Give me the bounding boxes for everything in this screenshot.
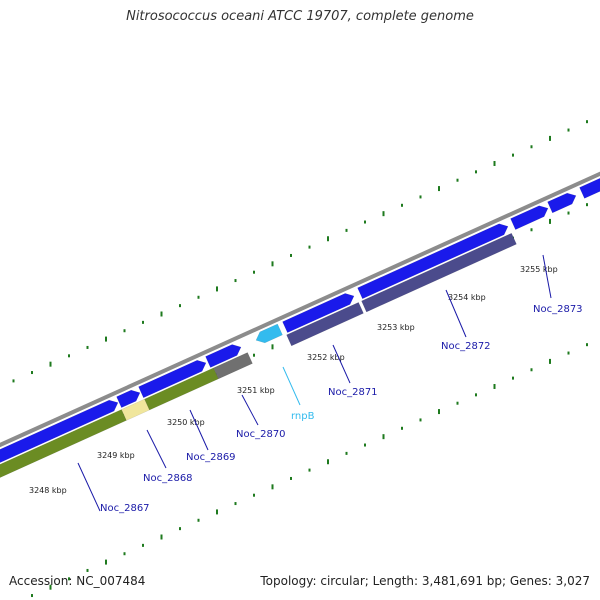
kbp-label: 3253 kbp xyxy=(377,323,415,332)
forward-cds-noc-2870[interactable] xyxy=(205,344,242,368)
gene-label-noc-2869[interactable]: Noc_2869 xyxy=(186,452,236,463)
genome-summary: Topology: circular; Length: 3,481,691 bp… xyxy=(260,574,590,588)
forward-cds-next[interactable] xyxy=(547,192,577,214)
accession-label: Accession: NC_007484 xyxy=(9,574,146,588)
gene-label-noc-2867[interactable]: Noc_2867 xyxy=(100,503,150,514)
kbp-label: 3254 kbp xyxy=(448,293,486,302)
gene-label-noc-2870[interactable]: Noc_2870 xyxy=(236,429,286,440)
gene-label-rnpb[interactable]: rnpB xyxy=(291,411,315,422)
forward-cds-noc-2871[interactable] xyxy=(282,293,355,333)
gene-label-noc-2870-leader xyxy=(241,394,259,426)
reverse-cds-2[interactable] xyxy=(361,232,517,313)
kbp-label: 3250 kbp xyxy=(167,418,205,427)
forward-cds-noc-2869[interactable] xyxy=(138,360,207,399)
gene-label-noc-2872[interactable]: Noc_2872 xyxy=(441,341,491,352)
kbp-label: 3252 kbp xyxy=(307,353,345,362)
gene-label-noc-2867-leader xyxy=(77,462,101,512)
map-title: Nitrosococcus oceani ATCC 19707, complet… xyxy=(126,9,474,24)
reverse-cds-1[interactable] xyxy=(286,302,364,347)
kbp-label: 3251 kbp xyxy=(237,386,275,395)
gene-label-noc-2873[interactable]: Noc_2873 xyxy=(533,304,583,315)
forward-cds-noc-2868[interactable] xyxy=(116,389,141,409)
ncrna-rnpb[interactable] xyxy=(255,323,283,344)
gene-label-rnpb-leader xyxy=(282,366,301,406)
kbp-label: 3249 kbp xyxy=(97,451,135,460)
gene-label-noc-2868-leader xyxy=(146,429,167,469)
forward-cds-noc-2867[interactable] xyxy=(0,399,119,466)
grey-feature[interactable] xyxy=(213,352,253,380)
kbp-label: 3255 kbp xyxy=(520,265,558,274)
gene-label-noc-2873-leader xyxy=(542,254,552,299)
gene-label-noc-2869-leader xyxy=(189,409,209,451)
gene-label-noc-2868[interactable]: Noc_2868 xyxy=(143,473,193,484)
kbp-label: 3248 kbp xyxy=(29,486,67,495)
forward-cds-noc-2873[interactable] xyxy=(510,205,549,230)
gene-label-noc-2872-leader xyxy=(445,289,467,338)
forward-cds-edge[interactable] xyxy=(579,177,600,199)
sequence-backbone xyxy=(0,171,600,448)
gene-label-noc-2871[interactable]: Noc_2871 xyxy=(328,387,378,398)
forward-cds-noc-2872[interactable] xyxy=(357,223,509,300)
gene-label-noc-2871-leader xyxy=(332,344,351,384)
